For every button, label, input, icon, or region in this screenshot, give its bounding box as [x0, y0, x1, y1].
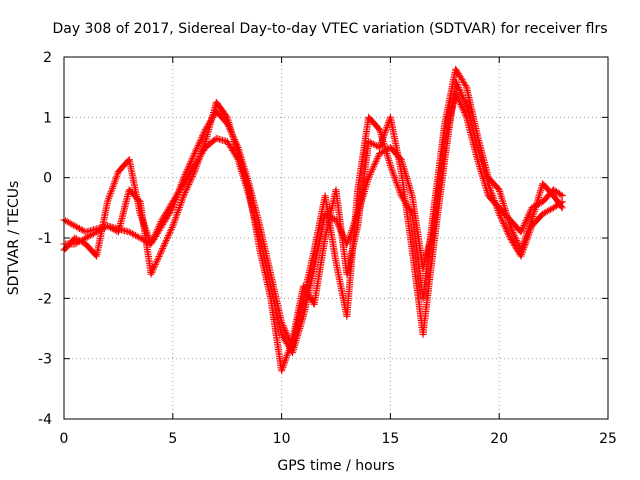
- chart-title: Day 308 of 2017, Sidereal Day-to-day VTE…: [52, 21, 607, 37]
- y-tick-label: 0: [43, 171, 52, 187]
- y-tick-label: -2: [38, 291, 52, 307]
- y-tick-label: -3: [38, 352, 52, 368]
- y-axis-title: SDTVAR / TECUs: [6, 181, 22, 296]
- y-tick-label: -4: [38, 412, 52, 428]
- x-tick-label: 25: [599, 431, 617, 447]
- x-tick-label: 0: [60, 431, 69, 447]
- y-tick-label: 1: [43, 110, 52, 126]
- data-points: [60, 65, 566, 375]
- grid-layer: [64, 57, 608, 419]
- series-sdtvar-b: [60, 65, 566, 351]
- series-sdtvar-a: [60, 89, 566, 357]
- data-point-markers: [60, 65, 566, 351]
- data-point-markers: [60, 77, 566, 375]
- y-tick-label: 2: [43, 50, 52, 66]
- data-point-markers: [60, 89, 566, 357]
- series-sdtvar-c: [60, 77, 566, 375]
- axis-ticks: 0 5 10 15 20 25 -4 -3 -2 -1 0 1 2: [38, 50, 617, 447]
- x-tick-label: 5: [168, 431, 177, 447]
- x-tick-label: 10: [273, 431, 291, 447]
- x-tick-label: 20: [490, 431, 508, 447]
- y-tick-label: -1: [38, 231, 52, 247]
- x-axis-title: GPS time / hours: [277, 458, 394, 474]
- x-tick-label: 15: [381, 431, 399, 447]
